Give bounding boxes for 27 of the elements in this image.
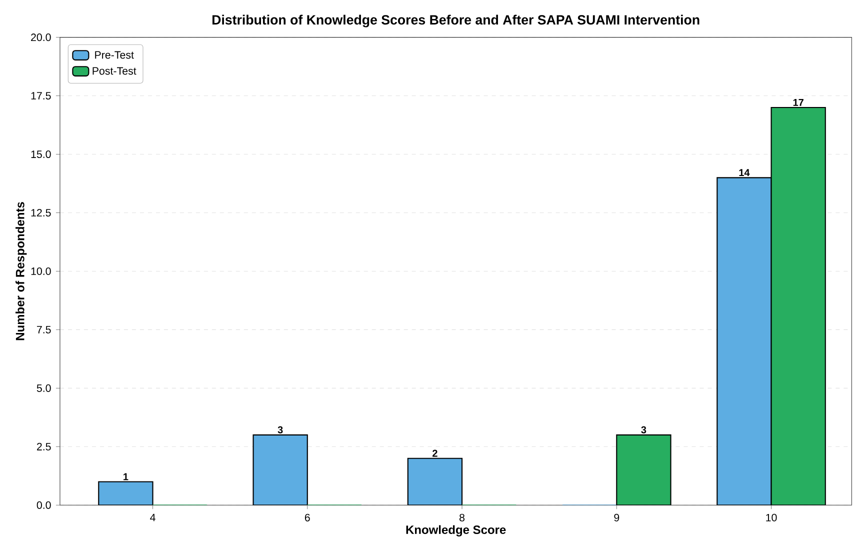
y-tick-label: 20.0 bbox=[31, 34, 51, 42]
bar bbox=[770, 107, 826, 506]
x-tick-label: 10 bbox=[766, 514, 777, 522]
data-label: 3 bbox=[278, 426, 283, 434]
data-label: 3 bbox=[641, 426, 646, 434]
bar bbox=[616, 434, 672, 506]
y-tick-label: 15.0 bbox=[31, 150, 51, 158]
y-axis-title: Number of Respondents bbox=[16, 202, 27, 340]
data-label: 14 bbox=[739, 169, 750, 176]
x-tick-label: 6 bbox=[304, 514, 310, 522]
data-label: 2 bbox=[432, 450, 438, 457]
x-tick-label: 9 bbox=[614, 514, 620, 522]
y-tick-label: 17.5 bbox=[31, 92, 51, 100]
x-tick-label: 8 bbox=[460, 514, 464, 522]
x-tick-label: 4 bbox=[150, 514, 156, 522]
x-axis-title: Knowledge Score bbox=[406, 525, 506, 537]
data-label: 1 bbox=[124, 473, 128, 480]
y-tick-label: 2.5 bbox=[36, 442, 51, 451]
y-tick-label: 0.0 bbox=[36, 501, 51, 510]
chart-title: Distribution of Knowledge Scores Before and After SAPA SUAMI Intervention bbox=[212, 14, 700, 28]
y-tick-label: 7.5 bbox=[36, 326, 51, 334]
data-label: 17 bbox=[793, 99, 804, 106]
y-tick-label: 5.0 bbox=[36, 384, 51, 392]
y-tick-label: 10.0 bbox=[31, 268, 51, 276]
legend-label: Post-Test bbox=[92, 67, 136, 75]
y-tick-label: 12.5 bbox=[31, 209, 51, 217]
legend-label: Pre-Test bbox=[95, 51, 134, 59]
